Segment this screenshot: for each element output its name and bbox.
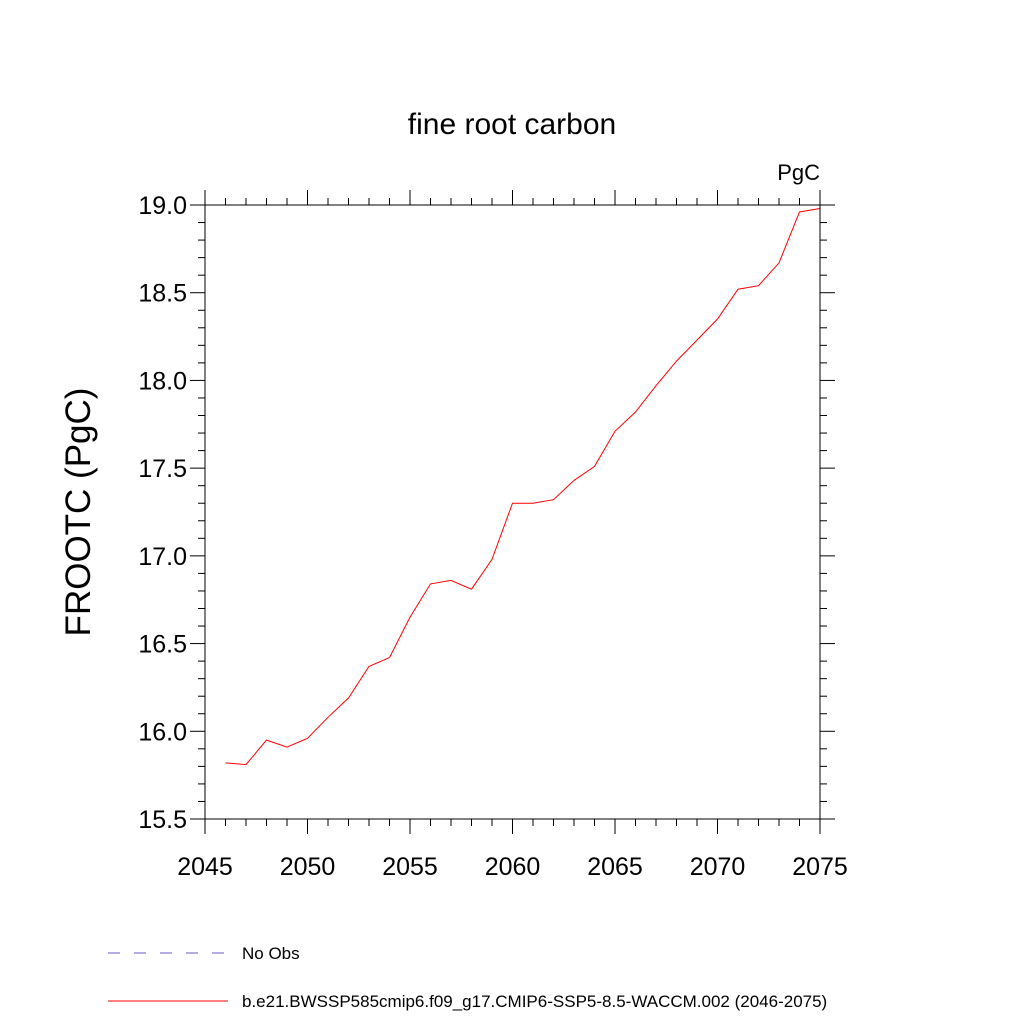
data-point [307,738,308,739]
data-point [348,697,349,698]
chart-title: fine root carbon [408,108,616,141]
x-tick-label: 2055 [382,853,438,881]
y-tick-label: 16.5 [138,631,187,659]
data-point [328,717,329,718]
y-axis-label: FROOTC (PgC) [59,388,98,637]
y-tick-label: 15.5 [138,806,187,834]
data-point [779,262,780,263]
data-point [287,747,288,748]
data-point [758,285,759,286]
y-tick-label: 17.5 [138,455,187,483]
units-label: PgC [777,160,820,185]
data-point [471,589,472,590]
y-tick-label: 19.0 [138,192,187,220]
x-tick-label: 2045 [177,853,233,881]
y-tick-labels: 15.5 16.0 16.5 17.0 17.5 18.0 18.5 19.0 [138,192,187,834]
data-point [676,361,677,362]
y-tick-label: 18.5 [138,280,187,308]
plot-frame [204,204,821,820]
x-tick-label: 2075 [792,853,848,881]
data-point [369,666,370,667]
data-point [615,431,616,432]
data-point [492,559,493,560]
legend: No Obs b.e21.BWSSP585cmip6.f09_g17.CMIP6… [108,944,827,1011]
data-point [717,319,718,320]
x-tick-label: 2060 [485,853,541,881]
legend-label-run: b.e21.BWSSP585cmip6.f09_g17.CMIP6-SSP5-8… [242,992,827,1011]
data-point [553,499,554,500]
data-point [697,340,698,341]
data-point [533,503,534,504]
x-tick-labels: 2045 2050 2055 2060 2065 2070 2075 [177,853,848,881]
data-point [410,617,411,618]
data-point [594,466,595,467]
data-point [738,289,739,290]
data-point [512,503,513,504]
data-point [266,740,267,741]
data-point [656,385,657,386]
y-tick-label: 16.0 [138,718,187,746]
major-ticks [190,190,835,834]
minor-ticks [198,198,827,826]
y-tick-label: 18.0 [138,367,187,395]
data-point [389,657,390,658]
data-point [246,764,247,765]
data-point [635,412,636,413]
data-point [225,762,226,763]
data-point [574,480,575,481]
x-tick-label: 2065 [587,853,643,881]
data-point [430,583,431,584]
series-group [225,208,821,766]
legend-label-no-obs: No Obs [242,944,300,963]
series-line-0 [225,208,821,766]
data-point [799,212,800,213]
x-tick-label: 2050 [280,853,336,881]
y-tick-label: 17.0 [138,543,187,571]
data-point [451,580,452,581]
x-tick-label: 2070 [690,853,746,881]
